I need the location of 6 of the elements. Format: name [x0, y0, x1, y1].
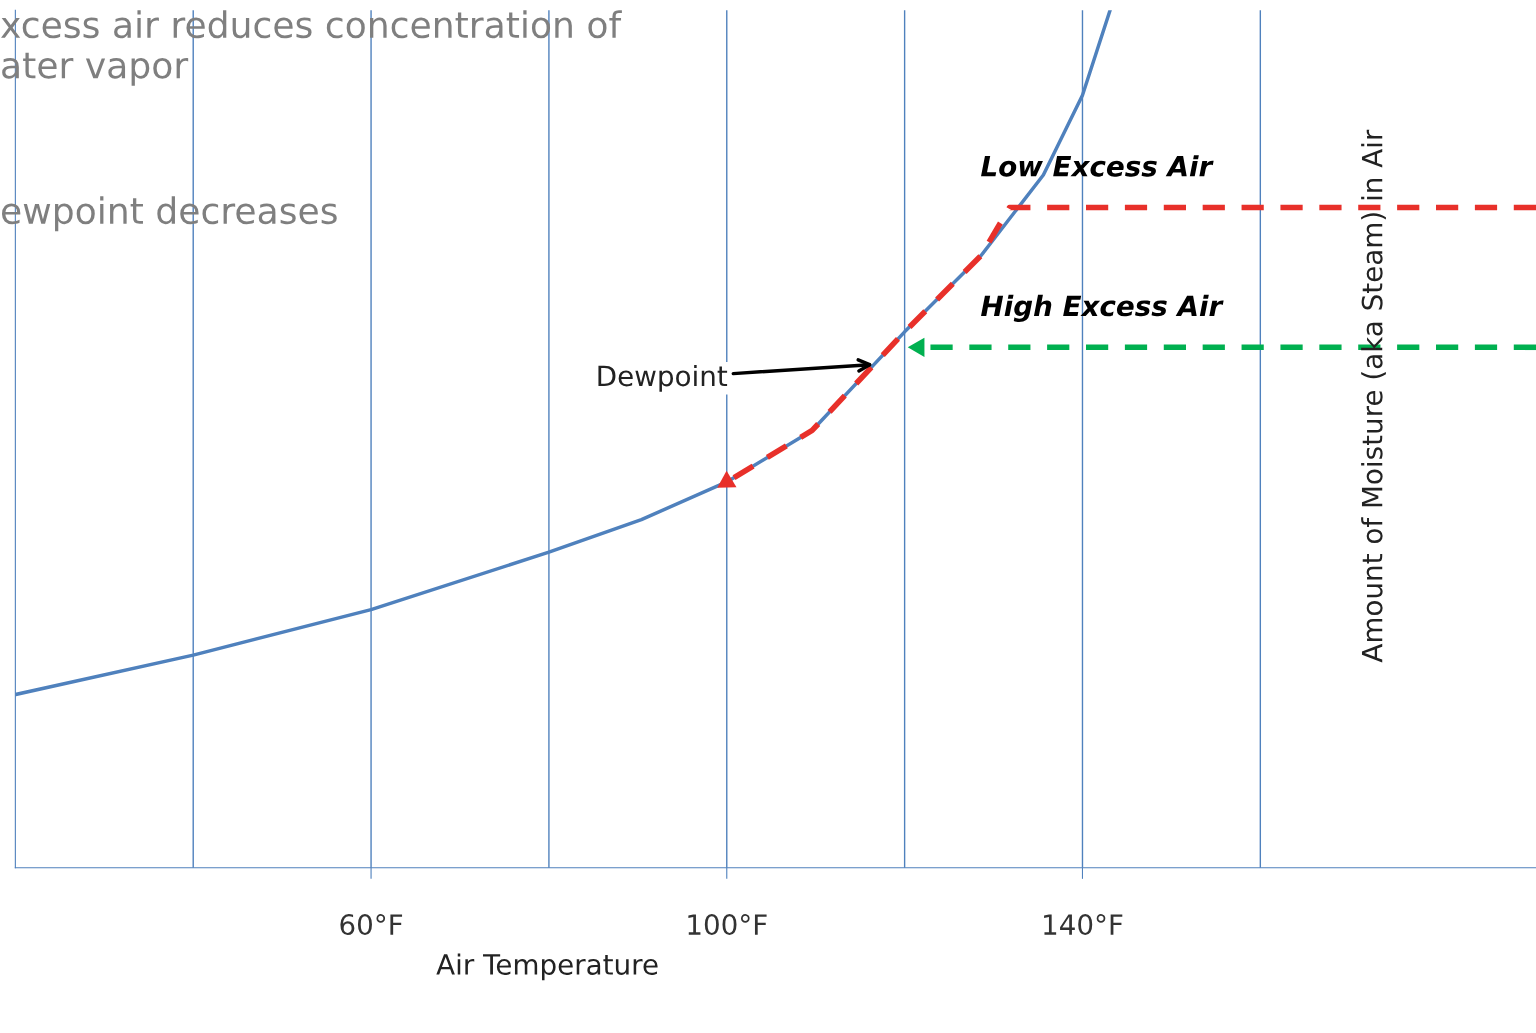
annotation: Dewpoint [598, 364, 728, 392]
x-tick-label: 60°F [340, 914, 403, 936]
x-tick-label: 140°F [1044, 914, 1123, 936]
y-axis-title: Amount of Moisture (aka Steam) in Air [1361, 129, 1386, 663]
x-tick-label: 100°F [688, 914, 767, 936]
x-axis-title: Air Temperature [436, 953, 658, 981]
